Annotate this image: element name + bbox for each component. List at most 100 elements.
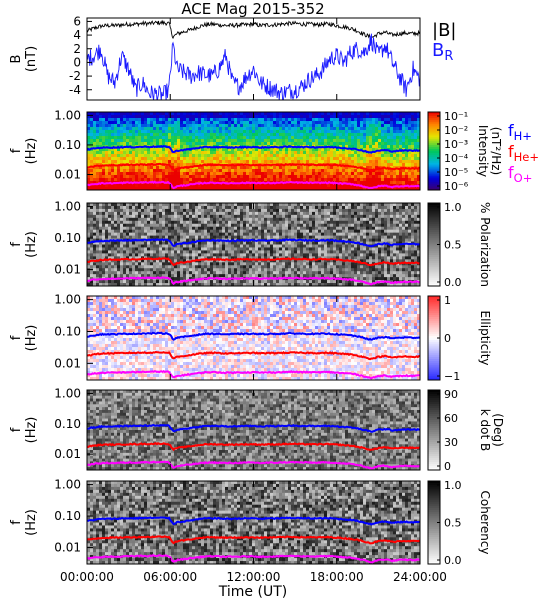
spectrogram-cell xyxy=(264,118,268,122)
spectrogram-cell xyxy=(222,220,226,225)
spectrogram-cell xyxy=(276,232,280,236)
spectrogram-cell xyxy=(192,163,196,167)
spectrogram-cell xyxy=(96,124,100,128)
spectrogram-cell xyxy=(327,184,331,188)
spectrogram-cell xyxy=(171,226,175,231)
spectrogram-cell xyxy=(228,178,232,182)
spectrogram-cell xyxy=(96,154,100,158)
spectrogram-cell xyxy=(141,205,145,210)
spectrogram-cell xyxy=(264,229,268,234)
spectrogram-cell xyxy=(93,214,97,219)
spectrogram-cell xyxy=(96,121,100,125)
spectrogram-cell xyxy=(396,142,400,146)
spectrogram-cell xyxy=(204,214,208,219)
spectrogram-cell xyxy=(132,217,136,222)
spectrogram-cell xyxy=(129,175,133,179)
spectrogram-cell xyxy=(345,160,349,164)
spectrogram-cell xyxy=(249,280,253,284)
spectrogram-cell xyxy=(264,262,268,266)
spectrogram-cell xyxy=(249,214,253,219)
spectrogram-cell xyxy=(228,124,232,128)
spectrogram-cell xyxy=(324,160,328,164)
spectrogram-cell xyxy=(195,217,199,222)
spectrogram-cell xyxy=(282,175,286,179)
spectrogram-cell xyxy=(219,136,223,140)
spectrogram-cell xyxy=(249,223,253,228)
spectrogram-cell xyxy=(312,121,316,125)
spectrogram-cell xyxy=(255,262,259,266)
spectrogram-cell xyxy=(225,130,229,134)
spectrogram-cell xyxy=(177,115,181,119)
spectrogram-cell xyxy=(345,184,349,188)
spectrogram-cell xyxy=(408,181,412,185)
spectrogram-cell xyxy=(117,274,121,278)
spectrogram-cell xyxy=(96,172,100,176)
spectrogram-cell xyxy=(264,265,268,269)
spectrogram-cell xyxy=(384,151,388,155)
panels-group: 00:00:00 06:00:00 12:00:00 18:00:00 24:00:00… xyxy=(9,14,539,584)
spectrogram-cell xyxy=(294,271,298,275)
spectrogram-cell xyxy=(336,115,340,119)
spectrogram-cell xyxy=(294,226,298,231)
spectrogram-cell xyxy=(237,115,241,119)
spectrogram-cell xyxy=(393,181,397,185)
spectrogram-cell xyxy=(177,145,181,149)
spectrogram-cell xyxy=(207,157,211,161)
spectrogram-cell xyxy=(165,265,169,269)
spectrogram-cell xyxy=(135,262,139,266)
spectrogram-cell xyxy=(186,244,190,248)
spectrogram-cell xyxy=(309,169,313,173)
spectrogram-cell xyxy=(108,226,112,231)
spectrogram-cell xyxy=(333,154,337,158)
spectrogram-cell xyxy=(156,265,160,269)
spectrogram-cell xyxy=(306,112,310,116)
spectrogram-cell xyxy=(93,226,97,231)
spectrogram-cell xyxy=(153,115,157,119)
spectrogram-cell xyxy=(360,154,364,158)
spectrogram-cell xyxy=(171,229,175,234)
spectrogram-cell xyxy=(330,124,334,128)
spectrogram-cell xyxy=(279,175,283,179)
spectrogram-cell xyxy=(90,157,94,161)
spectrogram-cell xyxy=(348,157,352,161)
spectrogram-cell xyxy=(336,178,340,182)
spectrogram-cell xyxy=(126,157,130,161)
spectrogram-cell xyxy=(105,166,109,170)
spectrogram-cell xyxy=(210,175,214,179)
spectrogram-cell xyxy=(150,133,154,137)
spectrogram-cell xyxy=(198,148,202,152)
spectrogram-cell xyxy=(204,175,208,179)
spectrogram-cell xyxy=(99,205,103,210)
spectrogram-cell xyxy=(231,208,235,213)
spectrogram-cell xyxy=(243,203,247,207)
spectrogram-cell xyxy=(216,139,220,143)
y-unit-text: (nT) xyxy=(24,46,39,72)
spectrogram-cell xyxy=(408,133,412,137)
spectrogram-cell xyxy=(237,280,241,284)
spectrogram-cell xyxy=(270,223,274,228)
spectrogram-cell xyxy=(240,214,244,219)
spectrogram-cell xyxy=(270,280,274,284)
spectrogram xyxy=(87,203,420,286)
spectrogram-cell xyxy=(90,169,94,173)
spectrogram-cell xyxy=(96,133,100,137)
spectrogram-cell xyxy=(360,151,364,155)
spectrogram-cell xyxy=(165,124,169,128)
spectrogram-cell xyxy=(168,136,172,140)
spectrogram-cell xyxy=(315,118,319,122)
spectrogram-cell xyxy=(342,142,346,146)
spectrogram-cell xyxy=(351,130,355,134)
spectrogram-cell xyxy=(252,259,256,263)
spectrogram-cell xyxy=(228,208,232,213)
spectrogram-cell xyxy=(234,115,238,119)
spectrogram-cell xyxy=(345,139,349,143)
spectrogram-cell xyxy=(249,253,253,257)
spectrogram-cell xyxy=(402,130,406,134)
spectrogram-cell xyxy=(360,160,364,164)
spectrogram-cell xyxy=(375,118,379,122)
spectrogram-cell xyxy=(198,187,202,190)
spectrogram-cell xyxy=(159,124,163,128)
spectrogram-cell xyxy=(270,115,274,119)
spectrogram-cell xyxy=(321,112,325,116)
spectrogram-cell xyxy=(264,235,268,239)
